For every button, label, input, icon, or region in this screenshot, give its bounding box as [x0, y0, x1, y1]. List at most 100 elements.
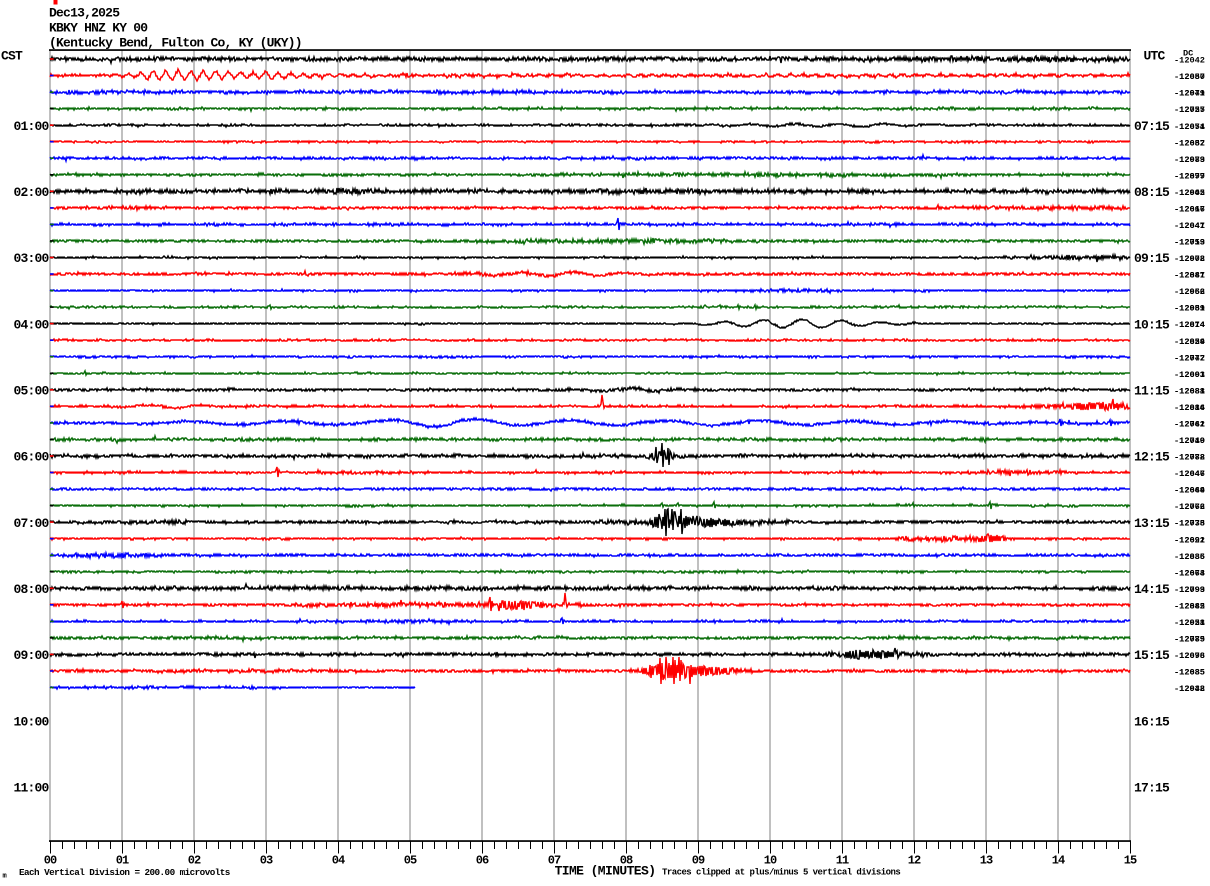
svg-text:10: 10 [764, 854, 777, 868]
svg-text:-12887: -12887 [1174, 271, 1205, 281]
svg-text:-12064: -12064 [1174, 486, 1205, 496]
svg-text:13: 13 [980, 854, 993, 868]
svg-text:-12042: -12042 [1174, 684, 1205, 694]
svg-text:-12772: -12772 [1174, 453, 1205, 463]
svg-text:00: 00 [44, 854, 57, 868]
svg-text:07: 07 [548, 854, 561, 868]
svg-text:-12649: -12649 [1174, 486, 1205, 496]
svg-text:UTC: UTC [1144, 49, 1166, 64]
svg-text:-12902: -12902 [1174, 188, 1205, 198]
svg-text:-12622: -12622 [1174, 535, 1205, 545]
svg-text:-12735: -12735 [1174, 519, 1205, 529]
svg-text:08:00: 08:00 [13, 582, 49, 597]
svg-text:-12057: -12057 [1174, 105, 1205, 115]
svg-text:-12088: -12088 [1174, 386, 1205, 396]
svg-text:-12719: -12719 [1174, 238, 1205, 248]
svg-text:-12081: -12081 [1174, 304, 1205, 314]
svg-text:-12959: -12959 [1174, 304, 1205, 314]
svg-text:-12671: -12671 [1174, 122, 1205, 132]
svg-text:-12076: -12076 [1174, 651, 1205, 661]
svg-text:-12921: -12921 [1174, 618, 1205, 628]
svg-text:-12663: -12663 [1174, 568, 1205, 578]
svg-text:12:15: 12:15 [1134, 450, 1170, 465]
svg-text:07:15: 07:15 [1134, 119, 1170, 134]
svg-text:-12041: -12041 [1174, 221, 1205, 231]
svg-text:-12052: -12052 [1174, 287, 1205, 297]
svg-text:-12042: -12042 [1174, 56, 1205, 66]
svg-text:-12879: -12879 [1174, 171, 1205, 181]
svg-text:10:00: 10:00 [13, 714, 49, 729]
svg-text:09:00: 09:00 [13, 648, 49, 663]
svg-text:TIME (MINUTES): TIME (MINUTES) [555, 864, 656, 879]
svg-text:-12785: -12785 [1174, 635, 1205, 645]
svg-text:06:00: 06:00 [13, 450, 49, 465]
svg-text:-12049: -12049 [1174, 436, 1205, 446]
svg-text:05:00: 05:00 [13, 384, 49, 399]
svg-text:03: 03 [260, 854, 273, 868]
svg-text:-12041: -12041 [1174, 89, 1205, 99]
svg-text:-12938: -12938 [1174, 684, 1205, 694]
svg-text:-12835: -12835 [1174, 552, 1205, 562]
svg-text:-12091: -12091 [1174, 370, 1205, 380]
svg-text:-12099: -12099 [1174, 585, 1205, 595]
svg-text:Each Vertical Division = 200.: Each Vertical Division = 200.00 microvol… [19, 867, 231, 878]
svg-text:-12710: -12710 [1174, 436, 1205, 446]
svg-text:-12080: -12080 [1174, 72, 1205, 82]
svg-text:04:00: 04:00 [13, 317, 49, 332]
svg-text:08:15: 08:15 [1134, 185, 1170, 200]
svg-text:05: 05 [404, 854, 417, 868]
svg-text:15: 15 [1124, 854, 1137, 868]
svg-text:-12045: -12045 [1174, 601, 1205, 611]
svg-text:16:15: 16:15 [1134, 714, 1170, 729]
svg-text:CST: CST [1, 49, 23, 64]
svg-text:(Kentucky Bend, Fulton Co, KY: (Kentucky Bend, Fulton Co, KY (UKY)) [49, 36, 302, 51]
svg-text:-12814: -12814 [1174, 320, 1205, 330]
svg-text:09: 09 [692, 854, 705, 868]
svg-text:12: 12 [908, 854, 921, 868]
svg-text:-12979: -12979 [1174, 89, 1205, 99]
svg-text:11:00: 11:00 [13, 781, 49, 796]
svg-text:-12062: -12062 [1174, 502, 1205, 512]
svg-text:-12652: -12652 [1174, 138, 1205, 148]
svg-text:08: 08 [620, 854, 633, 868]
svg-text:-12085: -12085 [1174, 668, 1205, 678]
svg-text:14: 14 [1052, 854, 1065, 868]
svg-text:-12084: -12084 [1174, 403, 1205, 413]
svg-text:-12097: -12097 [1174, 171, 1205, 181]
svg-text:-12647: -12647 [1174, 469, 1205, 479]
svg-text:14:15: 14:15 [1134, 582, 1170, 597]
svg-text:-12616: -12616 [1174, 205, 1205, 215]
svg-text:-12074: -12074 [1174, 320, 1205, 330]
svg-text:15:15: 15:15 [1134, 648, 1170, 663]
svg-text:01:00: 01:00 [13, 119, 49, 134]
svg-text:11: 11 [836, 854, 849, 868]
svg-text:-12647: -12647 [1174, 221, 1205, 231]
svg-text:-12041: -12041 [1174, 271, 1205, 281]
svg-text:DC: DC [1183, 49, 1193, 59]
svg-text:13:15: 13:15 [1134, 516, 1170, 531]
svg-text:-12698: -12698 [1174, 651, 1205, 661]
svg-text:02: 02 [188, 854, 201, 868]
svg-text:-12829: -12829 [1174, 337, 1205, 347]
svg-text:-12054: -12054 [1174, 337, 1205, 347]
svg-text:-12046: -12046 [1174, 469, 1205, 479]
svg-text:-12793: -12793 [1174, 585, 1205, 595]
svg-text:04: 04 [332, 854, 345, 868]
svg-text:-12088: -12088 [1174, 453, 1205, 463]
svg-text:-12045: -12045 [1174, 188, 1205, 198]
svg-text:-12635: -12635 [1174, 668, 1205, 678]
svg-text:KBKY HNZ KY 00: KBKY HNZ KY 00 [49, 21, 148, 36]
svg-text:-12908: -12908 [1174, 254, 1205, 264]
svg-text:m: m [3, 873, 7, 881]
svg-text:-12882: -12882 [1174, 601, 1205, 611]
svg-text:07:00: 07:00 [13, 516, 49, 531]
svg-text:Traces clipped at plus/minus 5: Traces clipped at plus/minus 5 vertical … [662, 868, 900, 878]
svg-text:-12061: -12061 [1174, 420, 1205, 430]
svg-text:09:15: 09:15 [1134, 251, 1170, 266]
svg-text:-12657: -12657 [1174, 72, 1205, 82]
svg-text:-12816: -12816 [1174, 403, 1205, 413]
svg-text:-12072: -12072 [1174, 254, 1205, 264]
svg-text:-12603: -12603 [1174, 370, 1205, 380]
svg-text:-12086: -12086 [1174, 552, 1205, 562]
svg-text:-12776: -12776 [1174, 502, 1205, 512]
